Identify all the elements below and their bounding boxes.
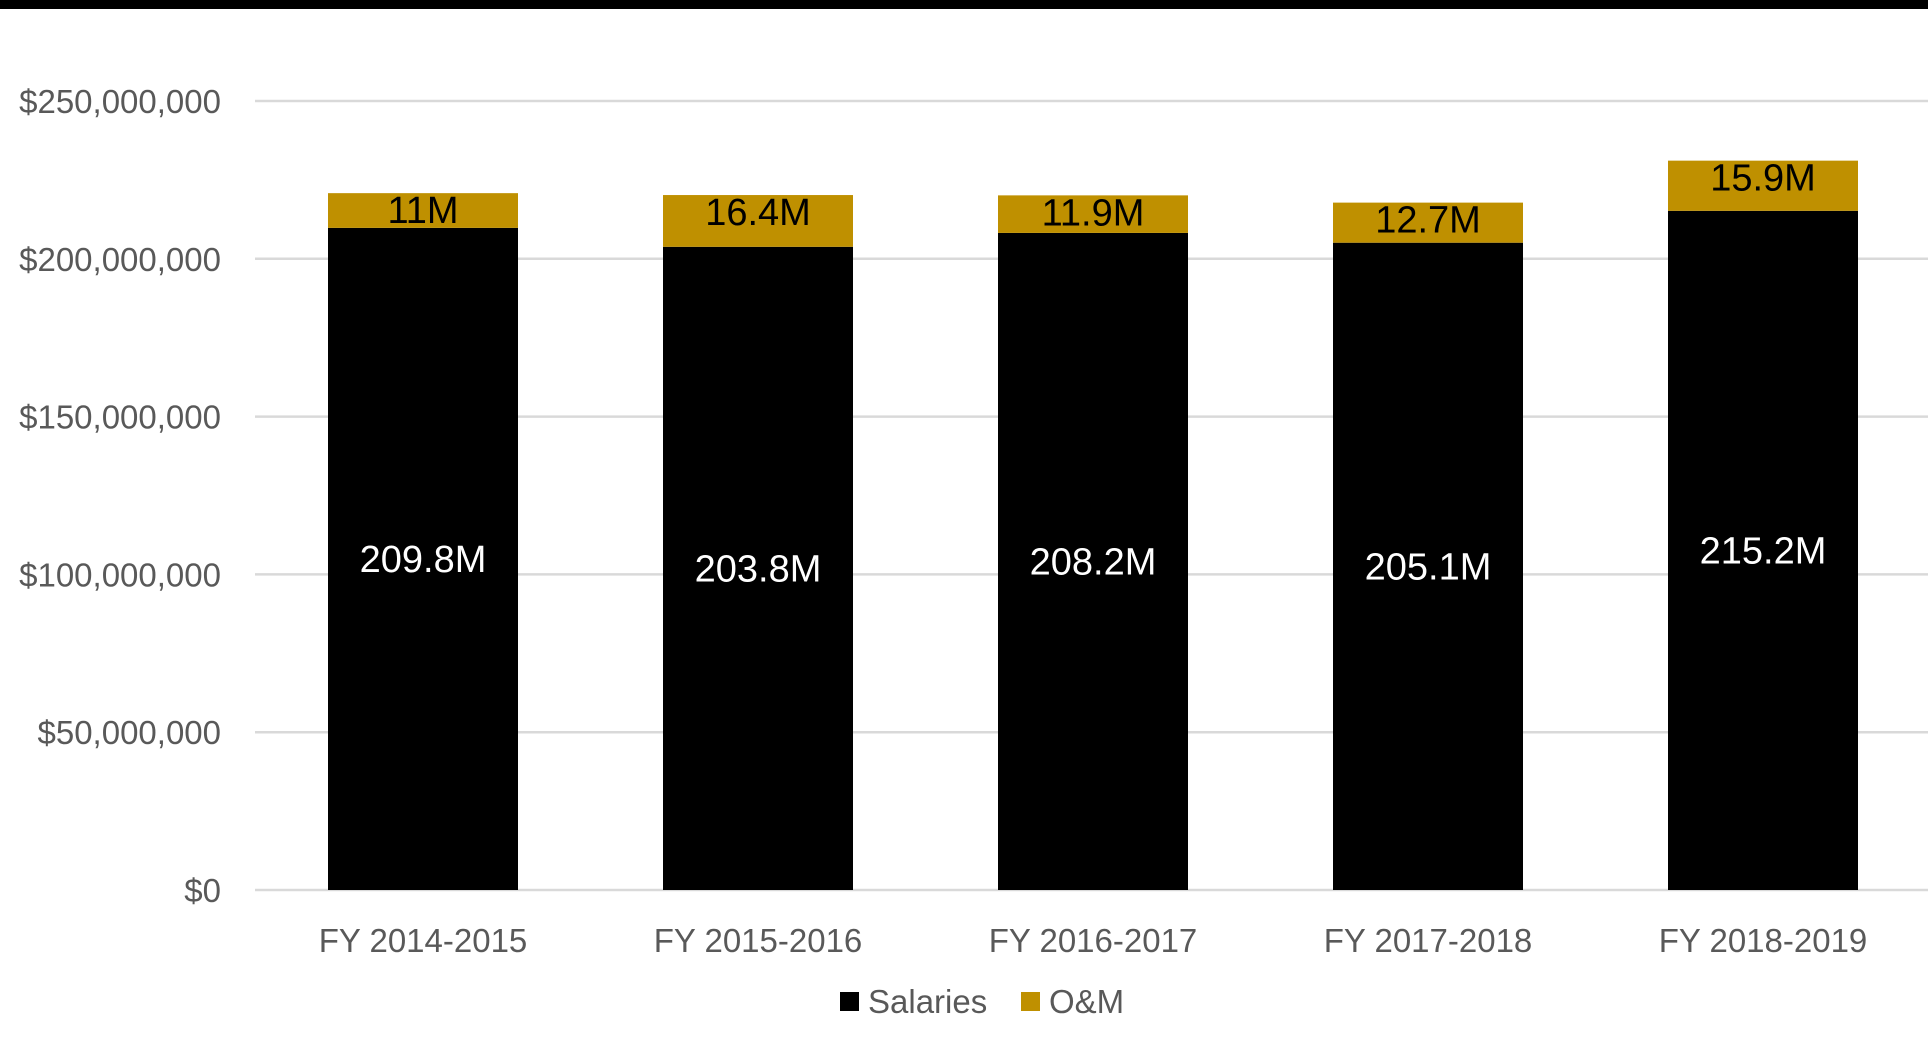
x-category-label: FY 2017-2018 (1324, 922, 1533, 959)
x-category-label: FY 2014-2015 (319, 922, 528, 959)
om-data-label: 12.7M (1375, 200, 1481, 242)
x-category-label: FY 2016-2017 (989, 922, 1198, 959)
y-tick-label: $250,000,000 (19, 83, 221, 120)
y-tick-label: $200,000,000 (19, 241, 221, 278)
legend-label-om: O&M (1049, 983, 1124, 1020)
legend: Salaries O&M (840, 983, 1124, 1020)
bars: 209.8M 11M 203.8M 16.4M 208.2M 11.9M 205.1M 12.… (328, 158, 1858, 891)
om-data-label: 15.9M (1710, 158, 1816, 200)
x-category-label: FY 2015-2016 (654, 922, 863, 959)
salaries-data-label: 209.8M (360, 539, 487, 581)
y-tick-label: $0 (184, 872, 221, 909)
y-axis-tick-labels: $0 $50,000,000 $100,000,000 $150,000,000 $20… (19, 83, 221, 909)
om-bar-segment (328, 193, 518, 228)
top-border-strip (0, 0, 1928, 9)
salaries-bar-segment (998, 232, 1188, 891)
salaries-data-label: 205.1M (1365, 546, 1492, 588)
salaries-bar-segment (1333, 242, 1523, 890)
legend-swatch-om (1021, 992, 1040, 1011)
om-data-label: 16.4M (705, 192, 811, 234)
legend-label-salaries: Salaries (868, 983, 987, 1020)
om-bar-segment (1668, 160, 1858, 211)
om-data-label: 11M (387, 190, 458, 232)
salaries-bar-segment (1668, 210, 1858, 890)
gridlines (255, 99, 1928, 892)
salaries-data-label: 208.2M (1030, 541, 1157, 583)
om-bar-segment (663, 195, 853, 247)
salaries-data-label: 203.8M (695, 548, 822, 590)
salaries-bar-segment (328, 227, 518, 890)
salaries-bar-segment (663, 246, 853, 891)
y-tick-label: $150,000,000 (19, 399, 221, 436)
y-tick-label: $100,000,000 (19, 556, 221, 593)
om-bar-segment (1333, 202, 1523, 243)
om-bar-segment (998, 195, 1188, 233)
x-axis-category-labels: FY 2014-2015 FY 2015-2016 FY 2016-2017 FY 2… (319, 922, 1868, 959)
legend-swatch-salaries (840, 992, 859, 1011)
y-tick-label: $50,000,000 (37, 714, 221, 751)
om-data-label: 11.9M (1042, 192, 1145, 234)
salaries-data-label: 215.2M (1700, 530, 1827, 572)
x-category-label: FY 2018-2019 (1659, 922, 1868, 959)
